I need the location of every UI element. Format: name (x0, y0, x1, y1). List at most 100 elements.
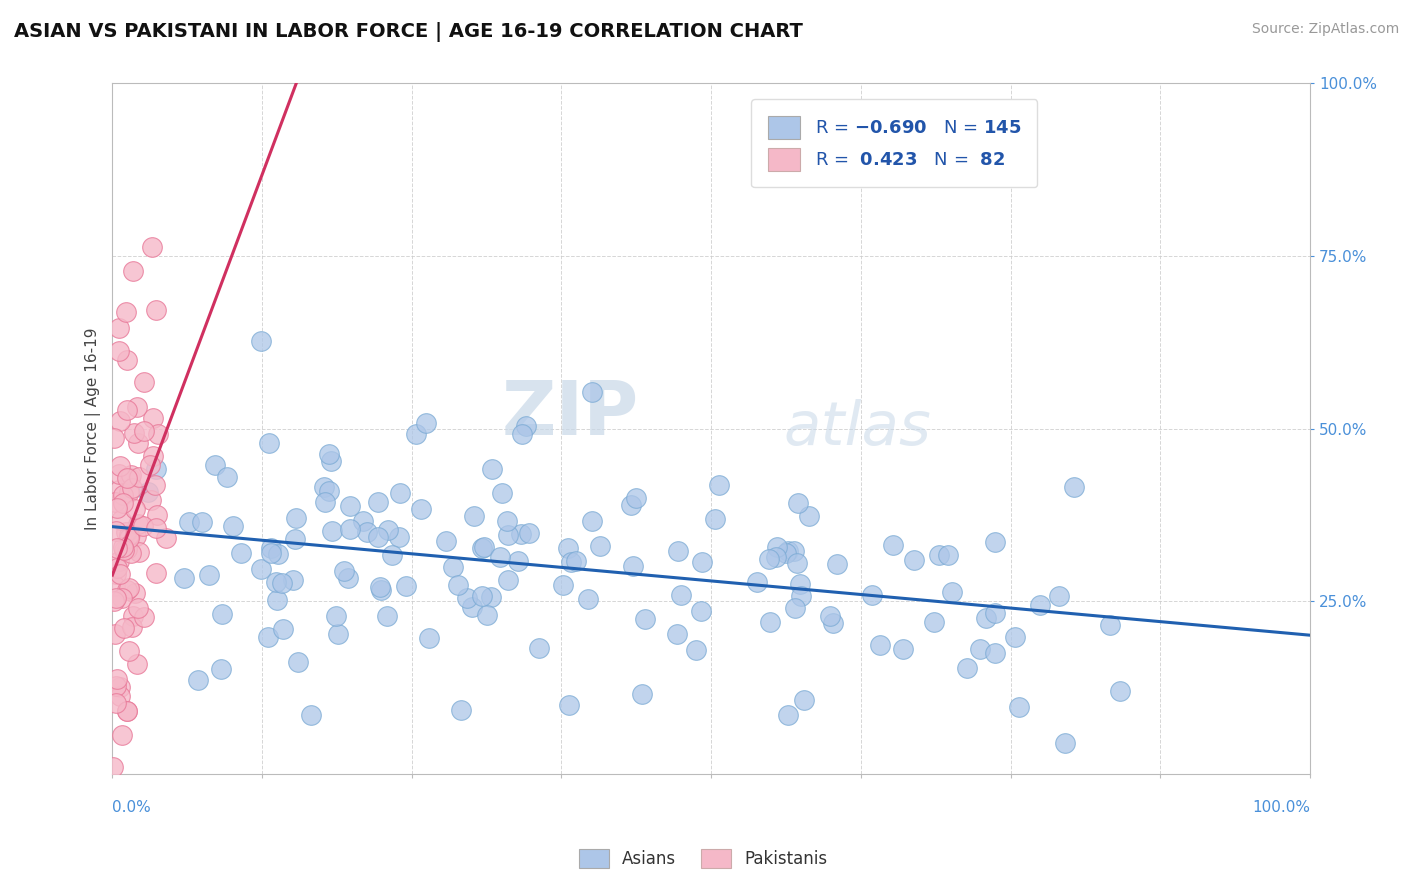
Point (367, 530, 389, 544)
Point (778, 708, 800, 723)
Point (145, 566, 167, 580)
Point (134, 610, 156, 624)
Point (620, 498, 643, 512)
Point (356, 524, 378, 539)
Point (204, 458, 226, 472)
Point (472, 540, 495, 554)
Y-axis label: In Labor Force | Age 16-19: In Labor Force | Age 16-19 (86, 327, 101, 530)
Point (142, 449, 165, 463)
Point (229, 546, 252, 560)
Point (281, 574, 304, 588)
Point (389, 485, 412, 500)
Text: ASIAN VS PAKISTANI IN LABOR FORCE | AGE 16-19 CORRELATION CHART: ASIAN VS PAKISTANI IN LABOR FORCE | AGE … (14, 22, 803, 42)
Point (104, 679, 127, 693)
Point (974, 611, 997, 625)
Point (375, 609, 398, 624)
Point (105, 541, 128, 555)
Point (107, 467, 129, 482)
Point (124, 586, 146, 600)
Point (471, 589, 494, 603)
Point (127, 436, 149, 450)
Point (260, 541, 283, 556)
Point (270, 576, 292, 591)
Point (145, 461, 167, 475)
Point (124, 425, 146, 440)
Point (703, 512, 725, 526)
Point (110, 591, 132, 606)
Point (117, 583, 139, 598)
Point (105, 672, 128, 686)
Point (624, 491, 647, 505)
Point (104, 579, 127, 593)
Point (1054, 736, 1077, 750)
Point (666, 543, 689, 558)
Point (456, 591, 478, 605)
Point (108, 483, 131, 497)
Point (581, 384, 603, 399)
Point (108, 553, 131, 567)
Point (333, 565, 356, 579)
Point (969, 642, 991, 657)
Point (527, 640, 550, 655)
Text: Source: ZipAtlas.com: Source: ZipAtlas.com (1251, 22, 1399, 37)
Text: 100.0%: 100.0% (1251, 800, 1310, 814)
Point (104, 696, 127, 710)
Point (405, 426, 427, 441)
Point (211, 607, 233, 622)
Point (690, 604, 713, 618)
Point (312, 480, 335, 494)
Point (787, 496, 810, 510)
Point (118, 527, 141, 541)
Point (103, 760, 125, 774)
Point (496, 514, 519, 528)
Point (112, 543, 135, 558)
Point (118, 581, 141, 595)
Point (112, 621, 135, 635)
Point (984, 646, 1007, 660)
Point (249, 562, 271, 576)
Point (634, 612, 657, 626)
Point (191, 515, 214, 529)
Point (489, 550, 512, 565)
Point (630, 688, 652, 702)
Point (257, 630, 280, 644)
Point (125, 657, 148, 672)
Point (690, 555, 713, 569)
Point (260, 546, 283, 560)
Point (797, 508, 820, 523)
Point (328, 627, 350, 641)
Point (789, 577, 811, 591)
Point (108, 414, 131, 428)
Point (479, 591, 502, 605)
Point (273, 622, 295, 636)
Point (124, 529, 146, 543)
Point (146, 508, 169, 523)
Point (821, 616, 844, 631)
Point (266, 593, 288, 607)
Point (1008, 700, 1031, 714)
Point (367, 495, 389, 509)
Point (336, 571, 359, 585)
Point (250, 334, 273, 348)
Point (257, 436, 280, 450)
Point (108, 689, 131, 703)
Point (285, 511, 308, 525)
Point (377, 523, 399, 537)
Point (1047, 590, 1070, 604)
Point (481, 462, 503, 476)
Point (264, 574, 287, 589)
Point (136, 484, 159, 499)
Point (121, 619, 143, 633)
Point (110, 458, 132, 473)
Point (790, 590, 813, 604)
Point (395, 579, 418, 593)
Point (793, 693, 815, 707)
Point (127, 600, 149, 615)
Point (560, 555, 582, 569)
Point (142, 410, 165, 425)
Point (415, 416, 437, 430)
Point (576, 591, 599, 606)
Point (666, 626, 689, 640)
Point (155, 532, 177, 546)
Point (120, 546, 142, 560)
